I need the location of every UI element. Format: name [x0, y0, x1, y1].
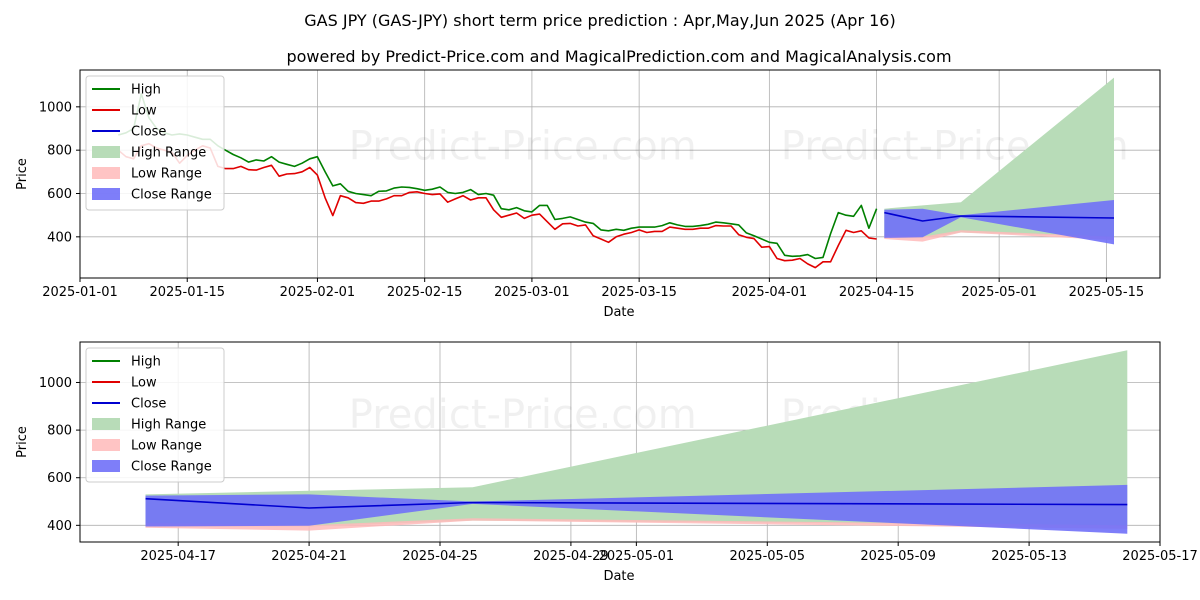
y-tick-label: 600: [47, 471, 72, 486]
x-tick-label: 2025-03-01: [494, 285, 570, 300]
x-tick-label: 2025-04-25: [402, 549, 478, 564]
legend-label: High Range: [131, 146, 206, 161]
y-tick-label: 400: [47, 230, 72, 245]
series-close-range-band: [884, 200, 1114, 245]
legend-label: Close: [131, 125, 166, 140]
plot-area: [117, 77, 1115, 269]
x-tick-label: 2025-05-13: [991, 549, 1067, 564]
legend-label: Low Range: [131, 167, 202, 182]
legend-swatch: [92, 418, 120, 430]
legend: High Low Close High Range Low Range Close Ran…: [85, 347, 225, 483]
top-chart: Predict-Price.com Predict-Price.com2025-0…: [15, 69, 1161, 320]
x-tick-label: 2025-05-01: [599, 549, 675, 564]
series-high-line: [118, 93, 878, 260]
watermark-text: Predict-Price.com: [349, 123, 697, 169]
x-tick-label: 2025-02-01: [280, 285, 356, 300]
series-close-line: [884, 211, 1115, 222]
legend-label: Low: [131, 376, 157, 391]
legend-label: Low: [131, 104, 157, 119]
legend-label: High: [131, 83, 161, 98]
y-tick-label: 1000: [39, 100, 72, 115]
chart-subtitle: powered by Predict-Price.com and Magical…: [286, 47, 951, 66]
x-tick-label: 2025-05-17: [1122, 549, 1198, 564]
chart-title: GAS JPY (GAS-JPY) short term price predi…: [304, 11, 895, 30]
x-tick-label: 2025-05-01: [961, 285, 1037, 300]
x-tick-label: 2025-04-01: [732, 285, 808, 300]
watermark-text: Predict-Price.com: [349, 392, 697, 438]
legend-box: [85, 347, 225, 483]
legend-swatch: [92, 167, 120, 179]
y-tick-label: 400: [47, 519, 72, 534]
legend-swatch: [92, 460, 120, 472]
x-tick-label: 2025-01-01: [42, 285, 118, 300]
x-axis-label: Date: [603, 305, 634, 320]
bottom-chart: Predict-Price.comPredict-Price.com2025-0…: [15, 341, 1198, 584]
x-tick-label: 2025-04-21: [271, 549, 347, 564]
plot-frame: [79, 69, 1161, 279]
x-tick-label: 2025-05-09: [860, 549, 936, 564]
x-tick-label: 2025-05-05: [729, 549, 805, 564]
legend-box: [85, 75, 225, 211]
y-tick-label: 800: [47, 424, 72, 439]
y-tick-label: 1000: [39, 376, 72, 391]
y-tick-label: 800: [47, 144, 72, 159]
legend-swatch: [92, 439, 120, 451]
legend-label: High: [131, 355, 161, 370]
series-high-range-band: [145, 350, 1128, 527]
x-tick-label: 2025-02-15: [387, 285, 463, 300]
legend-swatch: [92, 188, 120, 200]
series-close-range-band: [145, 484, 1128, 534]
legend-label: Close: [131, 397, 166, 412]
y-tick-label: 600: [47, 187, 72, 202]
legend-swatch: [92, 146, 120, 158]
legend: High Low Close High Range Low Range Close Ran…: [85, 75, 225, 211]
legend-label: Close Range: [131, 460, 212, 475]
plot-frame: [79, 341, 1161, 543]
y-axis-label: Price: [15, 426, 30, 458]
x-tick-label: 2025-03-15: [601, 285, 677, 300]
plot-area: [145, 350, 1128, 534]
series-close-line: [145, 497, 1128, 509]
x-tick-label: 2025-05-15: [1069, 285, 1145, 300]
series-low-line: [117, 142, 877, 269]
x-tick-label: 2025-04-15: [839, 285, 915, 300]
x-axis-label: Date: [603, 569, 634, 584]
legend-label: Close Range: [131, 188, 212, 203]
legend-label: Low Range: [131, 439, 202, 454]
x-tick-label: 2025-04-29: [533, 549, 609, 564]
y-axis-label: Price: [15, 158, 30, 190]
x-tick-label: 2025-04-17: [140, 549, 216, 564]
x-tick-label: 2025-01-15: [149, 285, 225, 300]
legend-label: High Range: [131, 418, 206, 433]
series-high-range-band: [884, 77, 1114, 238]
